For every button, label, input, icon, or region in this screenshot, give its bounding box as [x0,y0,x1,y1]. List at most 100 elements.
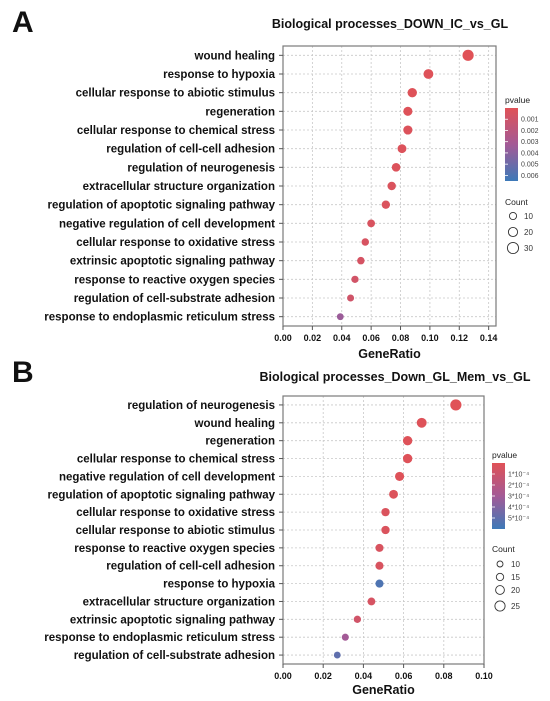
y-tick-label: regulation of apoptotic signaling pathwa… [48,200,276,212]
panel-b: B Biological processes_Down_GL_Mem_vs_GL 0… [12,356,531,697]
x-tick-label: 0.04 [355,671,373,681]
panel-a: A Biological processes_DOWN_IC_vs_GL 0.00 0… [12,6,539,361]
data-point [333,651,341,659]
x-tick-label: 0.06 [362,333,380,343]
chart-title: Biological processes_Down_GL_Mem_vs_GL [260,370,531,384]
size-legend-circle [508,211,518,221]
x-tick-label: 0.10 [475,671,493,681]
y-tick-label: regulation of neurogenesis [127,162,275,174]
colorbar [505,108,518,181]
data-point [416,417,427,428]
data-point [341,633,349,641]
data-point [407,87,417,98]
size-legend-circle [495,572,505,582]
size-legend-circle [494,600,506,612]
panel-letter: B [12,356,34,389]
colorbar-tick-label: 5*10⁻⁴ [508,516,529,523]
y-tick-label: wound healing [194,418,276,430]
data-point [353,615,362,623]
data-point [347,294,355,302]
y-tick-label: regeneration [205,436,275,448]
data-point [395,471,405,481]
colorbar-tick-label: 4*10⁻⁴ [508,505,529,512]
y-tick-label: cellular response to oxidative stress [76,237,275,249]
size-legend-label: 20 [524,228,533,237]
x-axis-label: GeneRatio [352,683,415,697]
colorbar-tick-label: 0.003 [521,139,539,146]
y-tick-label: response to hypoxia [163,69,275,81]
size-legend-label: 20 [511,586,520,595]
data-point [403,125,413,135]
x-tick-label: 0.14 [480,333,498,343]
data-point [336,313,344,321]
color-legend-title: pvalue [505,95,530,105]
data-point [375,579,384,588]
data-point [423,69,434,79]
size-legend-label: 10 [524,212,533,221]
size-legend-title: Count [492,544,515,554]
x-tick-label: 0.00 [274,671,292,681]
x-tick-label: 0.12 [451,333,469,343]
y-tick-label: regulation of cell-substrate adhesion [74,650,275,662]
colorbar-tick-label: 0.004 [521,150,539,157]
x-tick-label: 0.08 [392,333,410,343]
colorbar-tick-label: 3*10⁻⁴ [508,494,529,501]
y-tick-label: regulation of cell-cell adhesion [106,561,275,573]
size-legend-circle [495,585,505,595]
y-tick-label: regulation of apoptotic signaling pathwa… [48,489,276,501]
y-tick-label: regulation of cell-substrate adhesion [74,293,275,305]
y-tick-label: negative regulation of cell development [59,471,275,483]
y-tick-label: response to reactive oxygen species [74,543,275,555]
x-tick-label: 0.08 [435,671,453,681]
x-tick-label: 0.02 [314,671,332,681]
data-point [387,181,396,191]
y-tick-label: response to reactive oxygen species [74,274,275,286]
size-legend-circle [507,226,519,238]
y-tick-label: extrinsic apoptotic signaling pathway [70,614,276,626]
size-legend-title: Count [505,197,528,207]
y-tick-label: regulation of neurogenesis [127,400,275,412]
y-tick-label: regulation of cell-cell adhesion [106,144,275,156]
y-tick-label: cellular response to abiotic stimulus [76,525,275,537]
data-point [397,144,407,154]
y-tick-label: cellular response to chemical stress [77,125,275,137]
y-tick-label: cellular response to abiotic stimulus [76,88,275,100]
panel-letter: A [12,6,34,39]
grid [282,46,496,326]
size-legend-label: 10 [511,560,520,569]
y-tick-label: extracellular structure organization [83,181,275,193]
data-point [375,543,384,552]
color-legend-title: pvalue [492,450,517,460]
y-tick-label: cellular response to chemical stress [77,454,275,466]
size-legend-circle [506,241,520,255]
y-tick-label: response to hypoxia [163,579,275,591]
colorbar-tick-label: 0.002 [521,128,539,135]
y-tick-label: negative regulation of cell development [59,218,275,230]
size-legend-label: 15 [511,573,520,582]
colorbar-tick-label: 0.005 [521,162,539,169]
x-tick-label: 0.00 [274,333,292,343]
data-point [375,561,384,570]
data-point [361,238,370,246]
y-tick-label: cellular response to oxidative stress [76,507,275,519]
size-legend-label: 25 [511,602,520,611]
y-tick-label: response to endoplasmic reticulum stress [44,312,275,324]
colorbar [492,463,505,529]
size-legend-label: 30 [524,244,533,253]
colorbar-tick-label: 2*10⁻⁴ [508,483,529,490]
y-tick-label: extrinsic apoptotic signaling pathway [70,256,276,268]
x-tick-label: 0.10 [421,333,439,343]
size-legend-circle [496,560,504,568]
data-point [450,399,462,411]
data-point [351,275,359,283]
y-tick-label: wound healing [194,50,276,62]
colorbar-tick-label: 0.001 [521,117,539,124]
data-point [381,525,390,535]
colorbar-tick-label: 1*10⁻⁴ [508,472,529,479]
x-tick-label: 0.04 [333,333,351,343]
x-tick-label: 0.02 [304,333,322,343]
x-axis-label: GeneRatio [358,347,421,361]
data-point [381,200,391,209]
y-tick-label: extracellular structure organization [83,596,275,608]
